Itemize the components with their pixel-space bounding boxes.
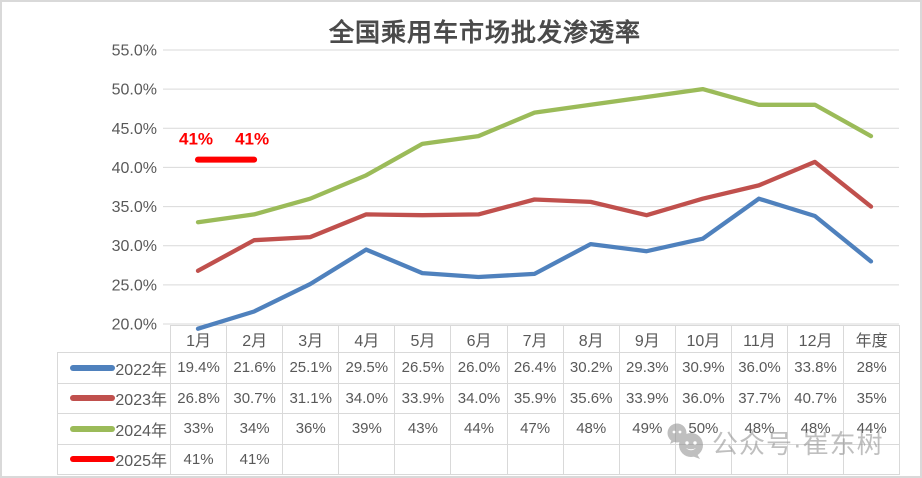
month-header-cell: 年度 xyxy=(843,325,901,353)
value-cell: 26.5% xyxy=(394,352,452,384)
legend-label: 2024年 xyxy=(115,422,167,440)
value-cell: 35.6% xyxy=(562,382,620,414)
value-cell: 33.9% xyxy=(394,382,452,414)
month-header-cell: 10月 xyxy=(674,325,732,353)
legend-swatch xyxy=(70,456,116,463)
value-cell xyxy=(506,443,564,475)
value-cell: 26.0% xyxy=(450,352,508,384)
value-cell: 34% xyxy=(226,413,284,445)
month-header-cell: 3月 xyxy=(282,325,340,353)
value-cell: 44% xyxy=(843,413,901,445)
month-header-cell: 5月 xyxy=(394,325,452,353)
series-line-2023年 xyxy=(195,159,874,273)
value-cell: 33.9% xyxy=(618,382,676,414)
month-header-cell: 2月 xyxy=(226,325,284,353)
value-cell: 41% xyxy=(169,443,228,475)
value-cell: 29.3% xyxy=(618,352,676,384)
y-axis-tick: 45.0% xyxy=(112,121,157,138)
value-cell: 30.9% xyxy=(674,352,732,384)
data-table: 1月 2月 3月 4月 5月 6月 7月 8月 9月 10月 11月 12月 年度 2022年 19.4% 2… xyxy=(57,325,901,475)
value-cell: 44% xyxy=(450,413,508,445)
value-cell: 36.0% xyxy=(730,352,789,384)
value-cell: 48% xyxy=(730,413,789,445)
value-cell: 49% xyxy=(618,413,676,445)
table-row-2024年: 2024年 33% 34% 36% 39% 43% 44% 47% 48% 49% 50% 48% 48… xyxy=(57,413,901,445)
value-cell xyxy=(338,443,396,475)
month-header-cell: 12月 xyxy=(787,325,845,353)
value-cell: 26.4% xyxy=(506,352,564,384)
table-row-2022年: 2022年 19.4% 21.6% 25.1% 29.5% 26.5% 26.0% 26.4%… xyxy=(57,352,901,384)
month-header-cell: 4月 xyxy=(338,325,396,353)
value-cell xyxy=(618,443,676,475)
y-axis-tick: 30.0% xyxy=(112,238,157,255)
value-cell: 26.8% xyxy=(169,382,228,414)
value-cell xyxy=(562,443,620,475)
legend-label: 2025年 xyxy=(115,453,167,471)
value-cell: 36% xyxy=(282,413,340,445)
data-label-41%: 41% xyxy=(179,130,213,149)
legend-swatch xyxy=(70,425,116,432)
month-header-cell: 9月 xyxy=(618,325,676,353)
value-cell: 30.7% xyxy=(226,382,284,414)
legend-label: 2023年 xyxy=(115,392,167,410)
legend-cell: 2024年 xyxy=(57,413,171,445)
value-cell xyxy=(730,443,789,475)
month-header-cell: 11月 xyxy=(730,325,789,353)
value-cell xyxy=(282,443,340,475)
legend-cell: 2022年 xyxy=(57,352,171,384)
value-cell: 50% xyxy=(674,413,732,445)
value-cell: 41% xyxy=(226,443,284,475)
value-cell xyxy=(843,443,901,475)
value-cell xyxy=(674,443,732,475)
value-cell: 29.5% xyxy=(338,352,396,384)
value-cell: 34.0% xyxy=(450,382,508,414)
value-cell: 40.7% xyxy=(787,382,845,414)
value-cell: 43% xyxy=(394,413,452,445)
value-cell xyxy=(787,443,845,475)
y-axis-tick: 25.0% xyxy=(112,277,157,294)
value-cell xyxy=(450,443,508,475)
value-cell: 30.2% xyxy=(562,352,620,384)
value-cell: 31.1% xyxy=(282,382,340,414)
legend-swatch xyxy=(70,395,116,402)
value-cell: 48% xyxy=(787,413,845,445)
value-cell: 47% xyxy=(506,413,564,445)
corner-cell xyxy=(58,326,171,353)
series-line-2024年 xyxy=(195,86,874,225)
value-cell: 37.7% xyxy=(730,382,789,414)
data-label-41%: 41% xyxy=(235,130,269,149)
series-line-2022年 xyxy=(195,196,874,331)
table-row-2023年: 2023年 26.8% 30.7% 31.1% 34.0% 33.9% 34.0% 35.9%… xyxy=(57,382,901,414)
month-header-cell: 1月 xyxy=(169,325,228,353)
month-header-cell: 7月 xyxy=(506,325,564,353)
value-cell: 21.6% xyxy=(226,352,284,384)
value-cell: 33% xyxy=(169,413,228,445)
legend-cell: 2023年 xyxy=(57,382,171,414)
y-axis-tick: 35.0% xyxy=(112,199,157,216)
value-cell: 48% xyxy=(562,413,620,445)
month-header-cell: 8月 xyxy=(562,325,620,353)
value-cell: 36.0% xyxy=(674,382,732,414)
value-cell: 35.9% xyxy=(506,382,564,414)
value-cell: 39% xyxy=(338,413,396,445)
legend-swatch xyxy=(70,364,116,371)
legend-label: 2022年 xyxy=(115,361,167,379)
value-cell: 35% xyxy=(843,382,901,414)
month-header-cell: 6月 xyxy=(450,325,508,353)
legend-cell: 2025年 xyxy=(57,443,171,475)
value-cell: 33.8% xyxy=(787,352,845,384)
value-cell: 25.1% xyxy=(282,352,340,384)
value-cell xyxy=(394,443,452,475)
table-row-2025年: 2025年 41% 41% xyxy=(57,443,901,475)
y-axis-tick: 40.0% xyxy=(112,160,157,177)
chart-title: 全国乘用车市场批发渗透率 xyxy=(328,20,641,47)
value-cell: 28% xyxy=(843,352,901,384)
value-cell: 19.4% xyxy=(169,352,228,384)
y-axis-tick: 50.0% xyxy=(112,82,157,99)
value-cell: 34.0% xyxy=(338,382,396,414)
